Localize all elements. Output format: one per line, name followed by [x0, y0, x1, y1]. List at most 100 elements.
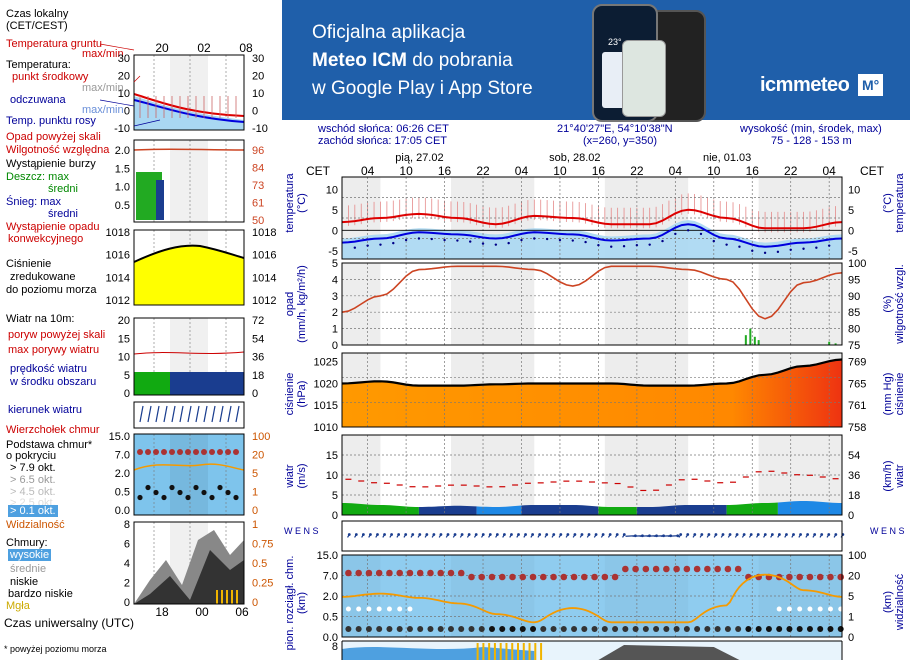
cloudtop-point	[570, 573, 578, 581]
precip-right-tick: 80	[848, 324, 860, 336]
banner-line2: Meteo ICM do pobrania	[312, 50, 513, 72]
wind-arrow-head	[552, 533, 556, 536]
legend-okt-45: > 4.5 okt.	[10, 486, 56, 498]
legend-cloudtop-point	[201, 449, 207, 455]
legend-max-porywy: max porywy wiatru	[8, 344, 100, 356]
wind-arrow-head	[573, 533, 577, 536]
cloudbase-point-light	[407, 606, 413, 612]
cloudtop-point	[539, 573, 547, 581]
wind-arrow-head	[510, 533, 513, 536]
legend-precip-left-tick: 1.0	[115, 182, 130, 194]
wind-right-tick: 36	[848, 470, 860, 482]
legend-cloudtop-point	[153, 449, 159, 455]
dewpoint-point	[353, 246, 357, 249]
press-right-unit: (mm Hg)	[882, 372, 894, 416]
wind-right-tick: 18	[848, 490, 860, 502]
cloudbase-point	[724, 626, 731, 632]
dewpoint-point	[379, 243, 382, 246]
cloudbase-point	[683, 626, 690, 632]
precip-right-tick: 85	[848, 307, 860, 319]
dewpoint-point	[481, 242, 485, 245]
dewpoint-point	[456, 239, 459, 242]
legend-press-right-tick: 1012	[252, 295, 276, 307]
cloudtop-point	[550, 573, 557, 581]
legend-pressure-line	[133, 244, 245, 263]
precip-panel-night-band	[604, 263, 689, 345]
dewpoint-point	[699, 232, 703, 236]
legend-cloudbase-left-tick: 15.0	[109, 431, 130, 443]
legend-cloudtop-point	[209, 449, 215, 455]
legend-wind-right-tick: 0	[252, 388, 258, 400]
legend-press-left-tick: 1016	[106, 250, 130, 262]
cloudtop-point	[560, 573, 568, 581]
cloudtop-point	[591, 573, 598, 581]
legend-clouds-right-tick: 1	[252, 519, 258, 531]
wind-arrow-head	[474, 533, 478, 536]
dewpoint-point	[366, 244, 369, 247]
cloudbase-point-light	[776, 606, 782, 612]
wind-arrow-head	[615, 533, 619, 536]
pressure-left-tick: 1015	[314, 400, 338, 412]
legend-czas-uniwersalny: Czas uniwersalny (UTC)	[4, 616, 135, 630]
cloudbase-point	[745, 626, 752, 632]
wind-arrow-head	[792, 533, 795, 536]
wind-arrow-head	[559, 533, 563, 536]
wind-left-tick: 5	[332, 490, 338, 502]
precip-left-unit: (mm/h, kg/m²/h)	[296, 265, 308, 343]
legend-pointer	[133, 119, 161, 127]
legend-press-right-tick: 1018	[252, 227, 276, 239]
precip-left-tick: 5	[332, 258, 338, 270]
cloudbase-left-tick: 15.0	[317, 550, 338, 562]
legend-cloudtop-point	[137, 449, 143, 455]
legend-press-left-tick: 1012	[106, 295, 130, 307]
fog-bar	[528, 643, 531, 660]
legend-temp-left-tick: 10	[118, 88, 130, 100]
precip-left-tick: 4	[332, 274, 338, 286]
legend-cloudbase-right-tick: 5	[252, 468, 258, 480]
legend-clouds-left-tick: 8	[124, 519, 130, 531]
cloudtop-point	[714, 565, 721, 573]
pressure-right-tick: 765	[848, 378, 866, 390]
cloudbase-right-tick: 0	[848, 632, 854, 644]
temp-right-tick: 0	[848, 225, 854, 237]
phone-map-image	[622, 40, 666, 117]
wind-right-tick: 0	[848, 510, 854, 522]
legend-cloudtop-point	[161, 449, 167, 455]
legend-temp-left-tick: -10	[114, 123, 130, 135]
precip-left-tick: 3	[332, 291, 338, 303]
wind-arrow-head	[622, 533, 626, 536]
wind-arrow-head	[425, 533, 429, 536]
cloudtop-point	[488, 573, 496, 581]
wind-arrow-head	[538, 533, 542, 536]
legend-wind-left-tick: 5	[124, 370, 130, 382]
legend-wind-arrow	[227, 405, 232, 423]
legend-press-left-tick: 1014	[106, 272, 130, 284]
cloudtop-point	[642, 565, 650, 573]
legend-wind-arrow	[203, 405, 208, 423]
legend-clouds-right-tick: 0	[252, 597, 258, 609]
legend-humidity-line	[133, 148, 245, 151]
legend-cloudtop-point	[225, 449, 231, 455]
dewpoint-point	[789, 248, 792, 251]
wind-arrow-head	[369, 533, 372, 536]
app-banner[interactable]: Oficjalna aplikacja Meteo ICM do pobrani…	[282, 0, 910, 122]
fog-bar	[493, 643, 496, 660]
temp-right-tick: -5	[848, 246, 858, 258]
legend-feels-line	[133, 99, 245, 123]
cloudbase-right-title: (km) widzialność	[882, 552, 906, 652]
icmmeteo-logo[interactable]: icmmeteo	[760, 74, 850, 96]
cloudbase-point	[478, 626, 485, 632]
dewpoint-point	[545, 237, 549, 241]
legend-predkosc: prędkość wiatru	[10, 363, 88, 375]
cloudtop-point	[457, 569, 465, 577]
cloudtop-point	[837, 573, 845, 581]
cloudbase-point	[776, 626, 783, 632]
dewpoint-point	[533, 237, 536, 240]
precip-left-title-text: opad	[284, 291, 296, 317]
legend-wilgotnosc: Wilgotność względna	[6, 144, 110, 156]
legend-cloudbase-right-tick: 0	[252, 505, 258, 517]
precip-left-title: opad (mm/h, kg/m²/h)	[284, 256, 308, 352]
legend-temp-right-tick: 0	[252, 106, 258, 118]
cloudbase-left-tick: 2.0	[323, 591, 338, 603]
wind-arrow-head	[545, 533, 549, 536]
